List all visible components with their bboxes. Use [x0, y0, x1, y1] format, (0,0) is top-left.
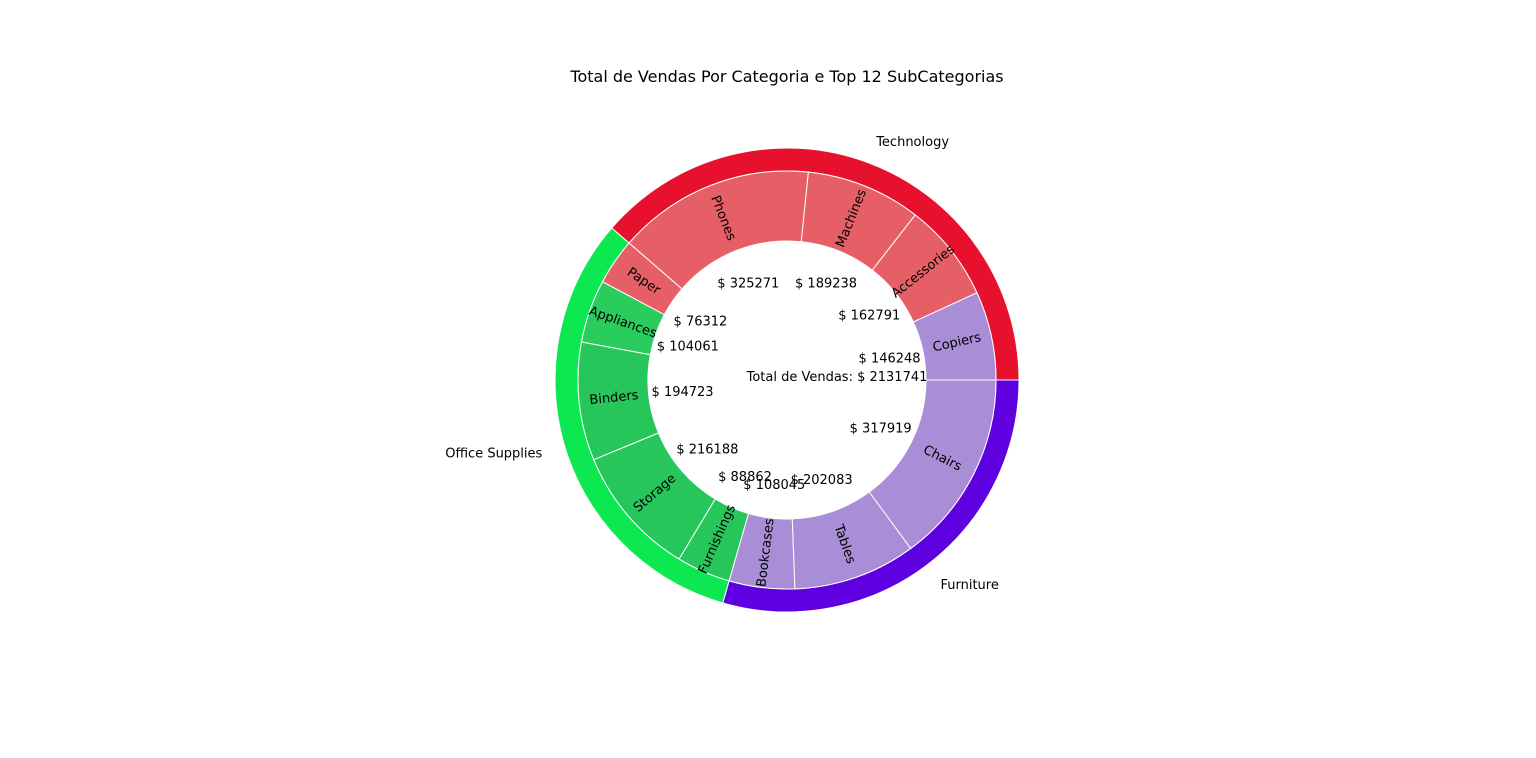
chart-title: Total de Vendas Por Categoria e Top 12 S… [569, 67, 1003, 86]
value-label-chairs: $ 317919 [850, 421, 912, 436]
category-labels: Technology Office Supplies Furniture [445, 135, 999, 593]
value-label-storage: $ 216188 [676, 442, 738, 457]
category-label-furniture: Furniture [940, 578, 998, 593]
value-label-machines: $ 189238 [795, 277, 857, 292]
value-label-phones: $ 325271 [717, 276, 779, 291]
value-label-binders: $ 194723 [652, 385, 714, 400]
value-labels: $ 146248 $ 162791 $ 189238 $ 325271 $ 76312 $… [652, 276, 921, 493]
value-label-furnishings: $ 88862 [718, 470, 772, 485]
value-label-appliances: $ 104061 [657, 339, 719, 354]
category-label-office-supplies: Office Supplies [445, 447, 542, 462]
subcategory-wedge-chairs [868, 379, 997, 550]
value-label-copiers: $ 146248 [859, 352, 921, 367]
subcategory-ring [577, 170, 997, 590]
value-label-tables: $ 202083 [791, 473, 853, 488]
subcategory-label-binders: Binders [589, 388, 640, 408]
center-total-label: Total de Vendas: $ 2131741 [746, 370, 928, 385]
category-label-technology: Technology [875, 135, 949, 150]
value-label-accessories: $ 162791 [838, 309, 900, 324]
value-label-paper: $ 76312 [674, 315, 728, 330]
value-label-bookcases: $ 108045 [743, 478, 805, 493]
